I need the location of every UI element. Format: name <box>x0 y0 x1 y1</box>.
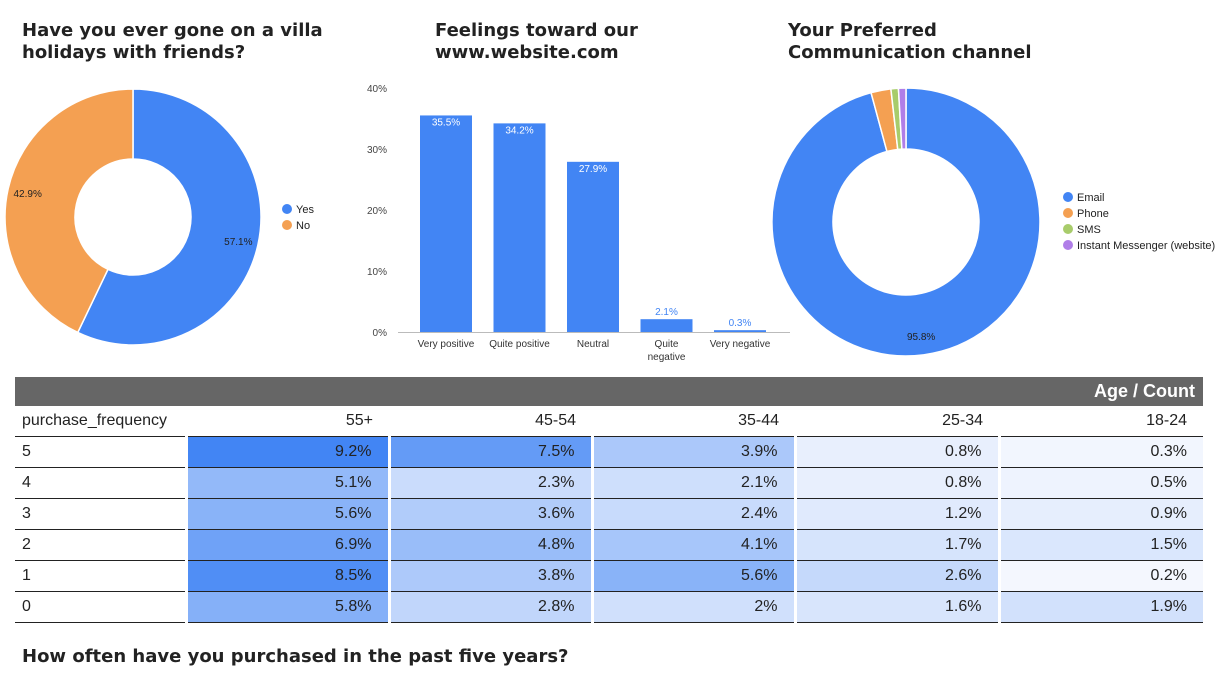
legend-swatch <box>282 220 292 230</box>
column-header: 18-24 <box>999 406 1203 437</box>
heatmap-cell: 5.8% <box>184 591 389 623</box>
column-header: 35-44 <box>592 406 795 437</box>
legend-swatch <box>282 204 292 214</box>
table-row: 4 5.1% 2.3% 2.1% 0.8% 0.5% <box>15 467 1203 499</box>
heatmap-cell: 0.3% <box>997 436 1203 468</box>
heatmap-cell: 8.5% <box>184 560 389 592</box>
heatmap-cell: 2.6% <box>793 560 999 592</box>
row-label: 2 <box>15 529 187 561</box>
legend-label: Instant Messenger (website) <box>1077 240 1215 252</box>
donut-chart-villa: 57.1% 42.9% Yes No <box>4 88 314 346</box>
row-label: 1 <box>15 560 187 592</box>
y-tick-label: 0% <box>373 328 388 339</box>
row-label: 4 <box>15 467 187 499</box>
heatmap-cell: 4.1% <box>590 529 795 561</box>
legend-label: No <box>296 220 310 232</box>
slice-instant-messenger-website- <box>897 87 907 150</box>
bar-value-label: 2.1% <box>655 307 678 318</box>
heatmap-cell: 5.1% <box>184 467 389 499</box>
slice-yes <box>76 88 262 346</box>
heatmap-cell: 1.2% <box>793 498 999 530</box>
heatmap-cell: 1.9% <box>997 591 1203 623</box>
table-header-bar: Age / Count <box>15 377 1203 406</box>
chart-title-communication: Your Preferred Communication channel <box>788 20 1032 63</box>
heatmap-cell: 2% <box>590 591 795 623</box>
slice-value-label: 95.8% <box>907 332 935 343</box>
chart-title-villa: Have you ever gone on a villa holidays w… <box>22 20 323 63</box>
heatmap-cell: 0.2% <box>997 560 1203 592</box>
purchase-frequency-table: Age / Count purchase_frequency 55+ 45-54 35… <box>15 377 1203 623</box>
bar <box>420 115 472 332</box>
legend-label: Phone <box>1077 208 1109 220</box>
table-row: 5 9.2% 7.5% 3.9% 0.8% 0.3% <box>15 436 1203 468</box>
heatmap-cell: 0.8% <box>793 436 999 468</box>
bar <box>493 123 546 332</box>
row-label: 0 <box>15 591 187 623</box>
table-row: 3 5.6% 3.6% 2.4% 1.2% 0.9% <box>15 498 1203 530</box>
slice-no <box>4 88 134 334</box>
column-header: 25-34 <box>795 406 999 437</box>
heatmap-cell: 6.9% <box>184 529 389 561</box>
donut-chart-communication: 95.8% Email Phone SMS Instant Messenger (web… <box>771 87 1215 357</box>
heatmap-cell: 1.6% <box>793 591 999 623</box>
row-label: 5 <box>15 436 187 468</box>
header-label: Age / Count <box>1094 381 1195 401</box>
x-tick-label: Very negative <box>710 339 771 350</box>
table-row: 2 6.9% 4.8% 4.1% 1.7% 1.5% <box>15 529 1203 561</box>
column-header: 55+ <box>186 406 389 437</box>
heatmap-cell: 0.8% <box>793 467 999 499</box>
legend-label: SMS <box>1077 224 1101 236</box>
bar <box>640 319 693 332</box>
bar-value-label: 27.9% <box>579 164 607 175</box>
heatmap-cell: 2.3% <box>387 467 592 499</box>
x-tick-label: negative <box>648 352 686 363</box>
bar-value-label: 35.5% <box>432 117 460 128</box>
bar <box>567 161 619 332</box>
y-tick-label: 10% <box>367 267 387 278</box>
y-tick-label: 30% <box>367 145 387 156</box>
heatmap-cell: 0.5% <box>997 467 1203 499</box>
slice-value-label: 57.1% <box>224 237 252 248</box>
y-tick-label: 40% <box>367 84 387 95</box>
heatmap-cell: 5.6% <box>184 498 389 530</box>
x-tick-label: Quite <box>655 339 679 350</box>
heatmap-table: purchase_frequency 55+ 45-54 35-44 25-34 18-2… <box>15 406 1203 623</box>
heatmap-cell: 9.2% <box>184 436 389 468</box>
y-tick-label: 20% <box>367 206 387 217</box>
heatmap-cell: 0.9% <box>997 498 1203 530</box>
heatmap-cell: 7.5% <box>387 436 592 468</box>
heatmap-cell: 1.7% <box>793 529 999 561</box>
row-header: purchase_frequency <box>15 406 186 437</box>
heatmap-cell: 5.6% <box>590 560 795 592</box>
column-header: 45-54 <box>389 406 592 437</box>
heatmap-cell: 3.6% <box>387 498 592 530</box>
heatmap-cell: 2.8% <box>387 591 592 623</box>
heatmap-cell: 2.1% <box>590 467 795 499</box>
heatmap-cell: 1.5% <box>997 529 1203 561</box>
slice-email <box>771 87 1041 357</box>
heatmap-cell: 3.9% <box>590 436 795 468</box>
legend-swatch <box>1063 192 1073 202</box>
bar-chart-feelings: 0% 10% 20% 30% 40% 35.5% Very positive 34.2% Qui… <box>367 84 790 363</box>
heatmap-cell: 4.8% <box>387 529 592 561</box>
bar <box>714 330 766 332</box>
table-row: 1 8.5% 3.8% 5.6% 2.6% 0.2% <box>15 560 1203 592</box>
legend-label: Email <box>1077 192 1105 204</box>
bar-value-label: 34.2% <box>505 125 533 136</box>
x-tick-label: Quite positive <box>489 339 550 350</box>
heatmap-cell: 2.4% <box>590 498 795 530</box>
slice-value-label: 42.9% <box>13 189 41 200</box>
legend-swatch <box>1063 240 1073 250</box>
row-label: 3 <box>15 498 187 530</box>
legend-label: Yes <box>296 204 314 216</box>
bar-value-label: 0.3% <box>729 318 752 329</box>
chart-title-feelings: Feelings toward our www.website.com <box>435 20 638 63</box>
heatmap-cell: 3.8% <box>387 560 592 592</box>
table-row: 0 5.8% 2.8% 2% 1.6% 1.9% <box>15 591 1203 623</box>
x-tick-label: Very positive <box>418 339 475 350</box>
legend-swatch <box>1063 208 1073 218</box>
x-tick-label: Neutral <box>577 339 609 350</box>
table-title: How often have you purchased in the past… <box>22 646 569 667</box>
legend-swatch <box>1063 224 1073 234</box>
